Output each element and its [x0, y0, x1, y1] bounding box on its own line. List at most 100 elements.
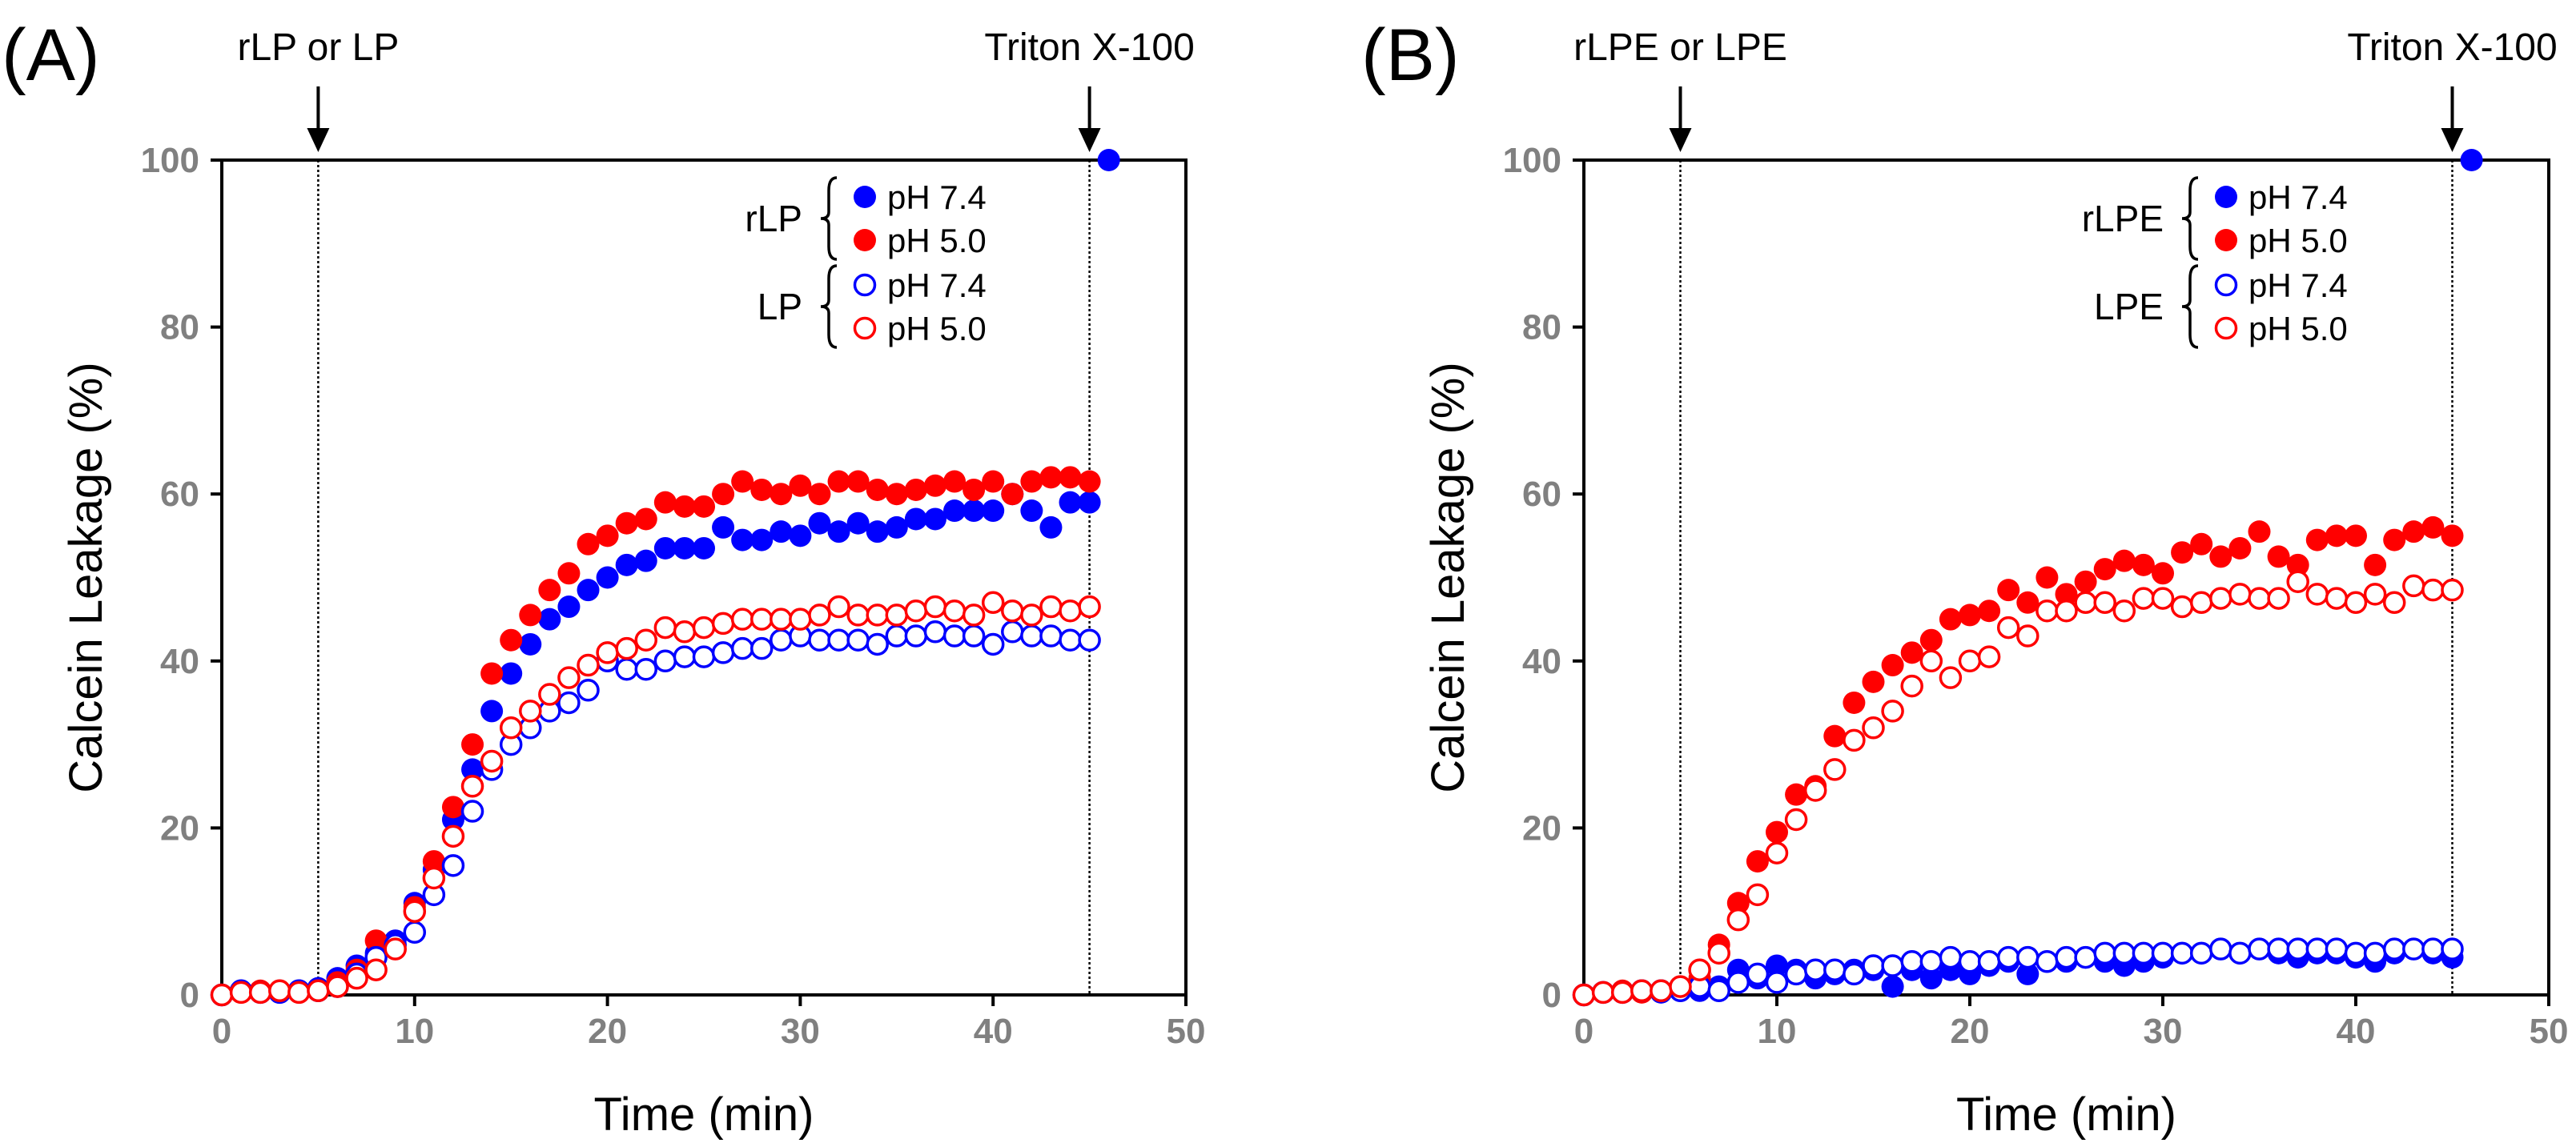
data-point: [1862, 670, 1885, 693]
data-point: [2325, 587, 2349, 610]
data-point: [711, 641, 735, 664]
data-point: [2363, 583, 2387, 606]
data-point: [2074, 570, 2097, 593]
data-point: [673, 645, 697, 668]
panel-a: (A) 0 20 40 60 80 100 0 10 20 30 40 50 Time (min) Calc…: [2, 14, 1205, 1141]
data-point: [2248, 937, 2271, 961]
data-point: [1001, 599, 1024, 623]
data-point: [2402, 520, 2425, 543]
data-point: [653, 536, 677, 559]
data-point: [2209, 937, 2232, 961]
data-point: [2382, 937, 2406, 961]
data-point: [943, 470, 967, 493]
data-point: [461, 758, 484, 781]
data-point: [981, 632, 1005, 656]
data-point: [2383, 528, 2406, 551]
data-point: [2345, 524, 2367, 547]
data-point: [827, 595, 850, 619]
data-point: [2421, 515, 2445, 539]
data-point: [2152, 562, 2174, 585]
data-point: [711, 612, 735, 636]
y-tick-label: 100: [1503, 141, 1561, 180]
data-point: [596, 641, 619, 664]
data-point: [1959, 604, 1981, 627]
data-point: [942, 624, 967, 648]
data-point: [2016, 591, 2040, 614]
data-point: [770, 608, 793, 631]
data-point: [962, 499, 986, 523]
data-point: [1958, 649, 1982, 673]
legend-group-label: LP: [758, 286, 802, 327]
data-point: [248, 981, 272, 1005]
x-axis-title: Time (min): [594, 1089, 814, 1141]
data-point: [1843, 962, 1866, 986]
data-point: [2344, 591, 2368, 615]
data-point: [615, 553, 638, 576]
data-point: [885, 624, 909, 648]
legend-entry-label: pH 5.0: [2248, 310, 2348, 347]
data-point: [2112, 941, 2136, 965]
data-point: [1978, 600, 2001, 623]
panel-label: (A): [2, 14, 100, 96]
data-point: [2074, 591, 2097, 615]
data-point: [827, 470, 850, 493]
annotation-label: rLP or LP: [237, 26, 399, 69]
data-point: [1881, 954, 1904, 977]
annotation-arrow-head-icon: [1669, 128, 1692, 152]
y-tick-label: 60: [1522, 475, 1561, 514]
data-point: [307, 979, 330, 1003]
data-point: [2305, 583, 2329, 606]
data-point: [942, 599, 967, 623]
data-point: [1785, 783, 1808, 806]
data-point: [1610, 981, 1634, 1005]
data-point: [577, 679, 600, 702]
data-point: [441, 854, 465, 877]
data-point: [866, 478, 889, 501]
data-point: [2093, 941, 2116, 965]
data-point: [2305, 937, 2329, 961]
data-point: [904, 507, 927, 531]
data-point: [1919, 649, 1943, 673]
data-point: [1726, 971, 1750, 994]
data-point: [808, 511, 831, 535]
data-point: [384, 937, 407, 961]
legend-group-label: rLP: [745, 198, 802, 239]
data-point: [770, 483, 793, 506]
data-point: [1765, 841, 1789, 864]
data-point: [1823, 758, 1847, 781]
data-point: [2093, 591, 2116, 615]
legend-entry-label: pH 7.4: [887, 178, 987, 216]
data-point: [712, 483, 735, 506]
data-point: [808, 604, 831, 627]
data-point: [500, 628, 523, 652]
data-point: [808, 483, 831, 506]
data-point: [2035, 599, 2059, 623]
series-triton-x-100: [2460, 149, 2483, 171]
legend-group-label: rLPE: [2082, 198, 2164, 239]
data-point: [538, 683, 561, 706]
data-point: [557, 596, 581, 619]
legend-marker: [854, 186, 876, 208]
legend-marker: [2214, 316, 2238, 340]
data-point: [519, 700, 542, 723]
data-point: [2460, 149, 2483, 171]
legend-entry-label: pH 7.4: [2248, 178, 2348, 216]
data-point: [846, 604, 870, 627]
data-point: [557, 666, 581, 689]
data-point: [634, 549, 657, 572]
y-tick-label: 0: [1542, 976, 1561, 1015]
y-axis-title: Calcein Leakage (%): [1422, 362, 1474, 792]
data-point: [441, 796, 464, 819]
data-point: [2363, 941, 2387, 965]
y-tick-label: 20: [160, 808, 199, 848]
data-point: [1059, 466, 1082, 489]
data-point: [1881, 654, 1904, 677]
series-lp-ph-5-0: [210, 591, 1101, 1007]
legend-group-label: LPE: [2094, 286, 2164, 327]
data-point: [2305, 528, 2329, 551]
data-point: [2421, 578, 2445, 602]
data-point: [885, 515, 908, 539]
data-point: [2055, 599, 2078, 623]
data-point: [1996, 616, 2020, 640]
data-point: [750, 478, 774, 501]
